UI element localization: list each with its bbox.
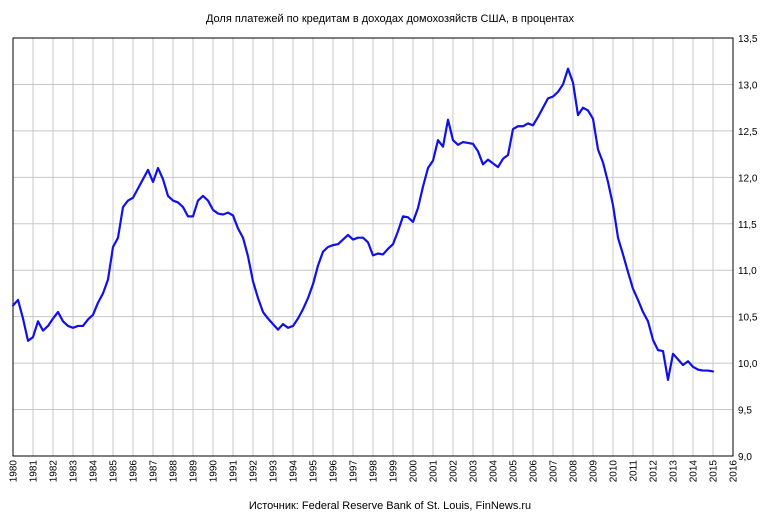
x-tick-label: 1987 bbox=[149, 460, 160, 483]
x-tick-label: 1991 bbox=[229, 460, 240, 483]
x-tick-label: 1981 bbox=[29, 460, 40, 483]
y-tick-label: 9,0 bbox=[738, 452, 752, 463]
x-tick-label: 2010 bbox=[609, 460, 620, 483]
x-tick-label: 2003 bbox=[469, 460, 480, 483]
x-tick-label: 2014 bbox=[689, 460, 700, 483]
x-tick-label: 2005 bbox=[509, 460, 520, 483]
x-tick-label: 1983 bbox=[69, 460, 80, 483]
x-tick-label: 2007 bbox=[549, 460, 560, 483]
x-tick-label: 2002 bbox=[449, 460, 460, 483]
x-tick-label: 1986 bbox=[129, 460, 140, 483]
x-tick-label: 2011 bbox=[629, 460, 640, 482]
chart-title: Доля платежей по кредитам в доходах домо… bbox=[205, 13, 575, 25]
x-tick-label: 2000 bbox=[409, 460, 420, 483]
x-tick-label: 1993 bbox=[269, 460, 280, 483]
y-tick-label: 10,5 bbox=[738, 313, 758, 324]
y-tick-label: 13,5 bbox=[738, 34, 758, 45]
x-tick-label: 1989 bbox=[189, 460, 200, 483]
x-tick-label: 1999 bbox=[389, 460, 400, 483]
grid-lines bbox=[13, 38, 733, 456]
series-line bbox=[11, 67, 715, 381]
x-tick-label: 2015 bbox=[709, 460, 720, 483]
y-tick-label: 10,0 bbox=[738, 359, 758, 370]
x-tick-label: 1997 bbox=[349, 460, 360, 483]
x-tick-label: 2004 bbox=[489, 460, 500, 483]
x-tick-label: 1998 bbox=[369, 460, 380, 483]
y-tick-label: 9,5 bbox=[738, 406, 752, 417]
x-tick-label: 2001 bbox=[429, 460, 440, 483]
series-layer bbox=[11, 67, 715, 381]
x-tick-label: 2009 bbox=[589, 460, 600, 483]
x-tick-label: 1985 bbox=[109, 460, 120, 483]
y-tick-label: 12,0 bbox=[738, 173, 758, 184]
x-tick-label: 1988 bbox=[169, 460, 180, 483]
y-tick-label: 13,0 bbox=[738, 80, 758, 91]
y-tick-label: 11,5 bbox=[738, 220, 757, 231]
y-tick-label: 11,0 bbox=[738, 266, 757, 277]
plot-border bbox=[12, 37, 734, 457]
x-tick-label: 1996 bbox=[329, 460, 340, 483]
x-tick-label: 2006 bbox=[529, 460, 540, 483]
chart-source: Источник: Federal Reserve Bank of St. Lo… bbox=[248, 500, 532, 512]
x-tick-label: 1980 bbox=[9, 460, 20, 483]
x-tick-label: 1990 bbox=[209, 460, 220, 483]
x-tick-label: 1995 bbox=[309, 460, 320, 483]
y-tick-label: 12,5 bbox=[738, 127, 758, 138]
x-tick-label: 1994 bbox=[289, 460, 300, 483]
x-tick-label: 1982 bbox=[49, 460, 60, 483]
x-tick-label: 2008 bbox=[569, 460, 580, 483]
x-tick-label: 1984 bbox=[89, 460, 100, 483]
x-tick-label: 2012 bbox=[649, 460, 660, 483]
x-tick-label: 1992 bbox=[249, 460, 260, 483]
x-tick-label: 2013 bbox=[669, 460, 680, 483]
axis-ticks: 9,0 9,5 10,0 10,5 11,0 11,5 12,0 12,5 13,0 13,5 19… bbox=[9, 34, 758, 482]
x-tick-label: 2016 bbox=[729, 460, 740, 483]
